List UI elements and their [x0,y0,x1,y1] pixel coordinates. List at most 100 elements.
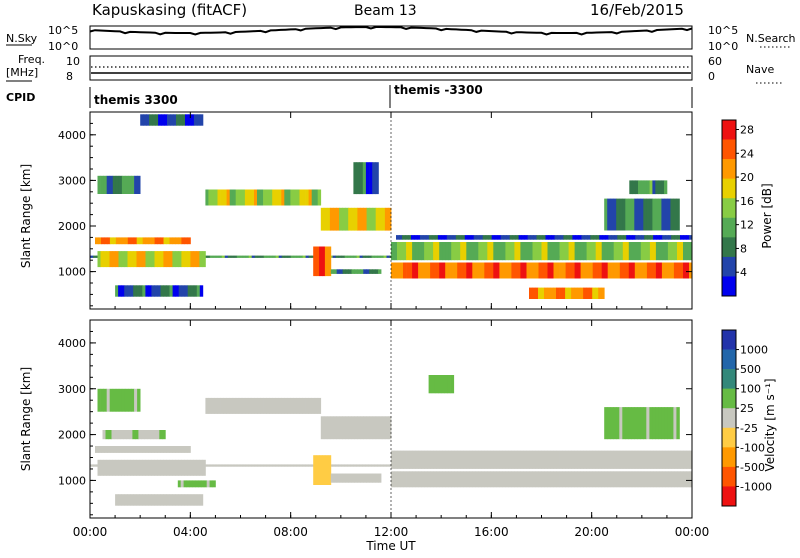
velocity-cell [683,450,687,469]
power-cell [342,207,346,231]
power-cell [332,255,336,258]
velocity-cell [655,471,660,488]
velocity-cell [305,397,309,414]
velocity-cell [93,464,97,467]
velocity-cell [363,416,367,440]
velocity-cell [383,464,387,467]
power-cell [598,242,603,261]
power-cell [351,207,355,231]
power-cell [148,285,152,297]
velocity-cell [394,450,398,469]
velocity-cell [412,450,416,469]
velocity-cell [369,473,373,483]
velocity-axes: 1000 2000 3000 4000 00:00 04:00 08:00 12:00 16:0… [58,319,709,539]
velocity-cell [192,480,196,488]
velocity-cell [667,471,672,488]
power-cell [112,237,117,245]
velocity-cell [217,397,221,414]
power-cell [628,262,633,279]
velocity-cell [625,450,630,469]
velocity-cell [97,459,101,476]
power-cell [529,242,533,261]
power-cell [160,237,164,245]
power-cell [442,262,446,279]
velocity-cell [342,473,346,483]
power-cell [667,242,672,261]
power-cell [455,235,460,240]
colorbar-tick-label: 12 [740,219,754,232]
power-cell [493,262,497,279]
velocity-cell [198,480,202,488]
power-cell [604,242,609,261]
colorbar-tick-label: -25 [740,422,758,435]
power-cell [643,180,648,195]
velocity-cell [649,407,653,440]
velocity-cell [148,446,152,453]
velocity-cell [260,464,265,467]
power-cell [433,242,437,261]
nsearch-tick-bottom: 10^0 [708,40,738,53]
velocity-cell [175,459,179,476]
velocity-cell [178,459,182,476]
power-cell [575,235,579,240]
power-cell [538,242,542,261]
power-cell [148,251,152,268]
power-cell [97,251,101,268]
power-cell [640,242,645,261]
power-cell [586,262,590,279]
velocity-cell [114,430,118,440]
power-cell [524,235,528,240]
power-cell [547,287,551,299]
velocity-cell [208,397,212,414]
velocity-cell [172,459,176,476]
power-cell [290,189,294,206]
power-cell [580,287,584,299]
power-cell [145,251,149,268]
power-cell [475,242,479,261]
power-cell [184,251,188,268]
power-cell [208,189,212,206]
power-cell [532,242,536,261]
power-cell [131,175,135,194]
power-cell [272,255,277,258]
power-cell [345,207,349,231]
velocity-cell [478,471,482,488]
y-tick-label: 3000 [58,383,86,396]
power-cell [209,255,214,258]
power-cell [257,255,262,258]
velocity-cell [260,397,264,414]
colorbar-tick-label: -100 [740,441,765,454]
velocity-cell [172,446,176,453]
power-cell [133,251,137,268]
velocity-cell [293,464,298,467]
velocity-cell [574,450,578,469]
velocity-cell [133,446,138,453]
velocity-cell [511,450,515,469]
station-title: Kapuskasing (fitACF) [92,1,247,19]
velocity-cell [102,430,106,440]
power-cell [308,255,312,258]
power-cell [263,255,268,258]
power-cell [652,180,656,195]
velocity-cell [366,473,370,483]
velocity-cell [332,464,336,467]
power-cell [457,262,461,279]
power-cell [166,285,170,297]
velocity-cell [189,480,193,488]
power-cell [613,242,618,261]
velocity-cell [434,375,439,394]
power-cell [587,235,591,240]
velocity-cell [103,459,107,476]
power-colorbar-segment [722,237,736,258]
power-cell [635,235,639,240]
power-cell [655,198,659,231]
velocity-cell [106,459,110,476]
power-cell [488,235,493,240]
velocity-cell [550,450,554,469]
velocity-cell [183,480,187,488]
power-cell [302,189,306,206]
power-cell [193,251,197,268]
velocity-cell [153,430,157,440]
power-cell [431,235,436,240]
velocity-cell [205,397,209,414]
